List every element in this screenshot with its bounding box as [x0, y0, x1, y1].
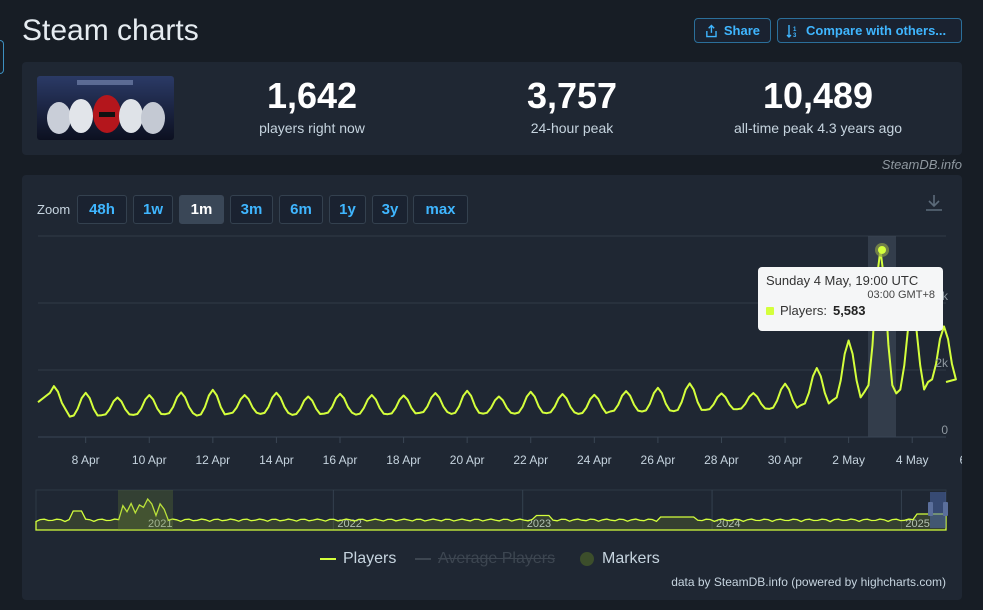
svg-text:3: 3	[793, 33, 797, 38]
compare-icon: 13	[786, 24, 797, 38]
side-tab-indicator[interactable]	[0, 40, 4, 74]
x-tick-label: 28 Apr	[704, 453, 739, 467]
stat-all-time-peak: 10,489 all-time peak 4.3 years ago	[708, 75, 928, 137]
x-tick-label: 12 Apr	[195, 453, 230, 467]
share-icon	[706, 24, 717, 37]
zoom-1m-button[interactable]: 1m	[179, 195, 224, 224]
legend-average-swatch	[415, 558, 431, 560]
y-tick-label: 0	[941, 423, 948, 437]
x-tick-label: 24 Apr	[577, 453, 612, 467]
players-series-line	[37, 249, 957, 418]
legend-average-label: Average Players	[438, 550, 556, 567]
navigator-year-label: 2023	[527, 518, 551, 530]
navigator-year-label: 2021	[148, 518, 172, 530]
page-title: Steam charts	[22, 14, 199, 47]
compare-label: Compare with others...	[806, 23, 947, 38]
x-tick-label: 16 Apr	[323, 453, 358, 467]
x-tick-label: 10 Apr	[132, 453, 167, 467]
navigator-handle-left	[928, 502, 933, 516]
x-tick-label: 2 May	[832, 453, 865, 467]
zoom-max-button[interactable]: max	[413, 195, 468, 224]
x-tick-label: 22 Apr	[513, 453, 548, 467]
zoom-1y-button[interactable]: 1y	[329, 195, 366, 224]
tooltip-series-marker	[766, 306, 774, 315]
x-tick-label: 30 Apr	[768, 453, 803, 467]
peak-marker-point	[878, 245, 887, 254]
x-tick-label: 8 Apr	[72, 453, 100, 467]
steamdb-credit[interactable]: SteamDB.info	[881, 157, 962, 172]
zoom-6m-button[interactable]: 6m	[279, 195, 323, 224]
stats-panel: 1,642 players right now 3,757 24-hour pe…	[22, 62, 962, 155]
stat-24h-peak-label: 24-hour peak	[530, 120, 614, 136]
share-label: Share	[723, 23, 760, 38]
x-tick-label: 20 Apr	[450, 453, 485, 467]
share-button[interactable]: Share	[694, 18, 771, 43]
svg-text:1: 1	[793, 27, 797, 33]
tooltip-local-time: 03:00 GMT+8	[867, 289, 935, 301]
x-tick-label: 14 Apr	[259, 453, 294, 467]
highcharts-credit[interactable]: data by SteamDB.info (powered by highcha…	[671, 575, 946, 589]
zoom-3y-button[interactable]: 3y	[372, 195, 408, 224]
x-tick-label: 18 Apr	[386, 453, 421, 467]
tooltip-series-value: 5,583	[832, 303, 866, 318]
navigator-selection	[930, 492, 946, 528]
x-tick-label: 4 May	[896, 453, 929, 467]
chart-legend: Players Average Players Markers	[22, 550, 962, 570]
navigator-series	[35, 497, 947, 531]
stat-players-now: 1,642 players right now	[232, 75, 392, 137]
navigator-handle-right	[943, 502, 948, 516]
stat-players-now-value: 1,642	[266, 75, 358, 116]
stat-players-now-label: players right now	[259, 120, 365, 136]
legend-players[interactable]: Players	[320, 550, 396, 568]
legend-markers[interactable]: Markers	[579, 550, 660, 568]
stat-all-time-peak-label: all-time peak 4.3 years ago	[733, 120, 903, 136]
legend-players-swatch	[320, 558, 336, 560]
navigator-year-label: 2025	[905, 518, 929, 530]
x-tick-label: 6 May	[959, 453, 962, 467]
y-tick-label: 2k	[935, 356, 949, 370]
navigator-highlight	[118, 490, 173, 530]
x-tick-label: 26 Apr	[641, 453, 676, 467]
zoom-48h-button[interactable]: 48h	[77, 195, 127, 224]
legend-average-players[interactable]: Average Players	[415, 550, 555, 568]
game-thumbnail[interactable]	[37, 76, 174, 140]
zoom-3m-button[interactable]: 3m	[230, 195, 273, 224]
zoom-1w-button[interactable]: 1w	[133, 195, 173, 224]
legend-players-label: Players	[343, 550, 397, 567]
stat-24h-peak-value: 3,757	[526, 75, 618, 116]
stat-all-time-peak-value: 10,489	[762, 75, 874, 116]
tooltip-series-row: Players: 5,583	[766, 303, 935, 318]
chart-tooltip: Sunday 4 May, 19:00 UTC 03:00 GMT+8 Play…	[758, 267, 943, 331]
stat-24h-peak: 3,757 24-hour peak	[492, 75, 652, 137]
navigator-year-label: 2024	[716, 518, 740, 530]
chart-panel: Zoom 48h 1w 1m 3m 6m 1y 3y max 02k4k8 Ap…	[22, 175, 962, 600]
legend-markers-swatch	[580, 552, 594, 566]
legend-markers-label: Markers	[602, 550, 660, 567]
download-icon[interactable]	[924, 193, 944, 213]
tooltip-series-label: Players:	[780, 303, 827, 318]
tooltip-date: Sunday 4 May, 19:00 UTC	[766, 273, 919, 288]
zoom-label: Zoom	[37, 202, 71, 217]
